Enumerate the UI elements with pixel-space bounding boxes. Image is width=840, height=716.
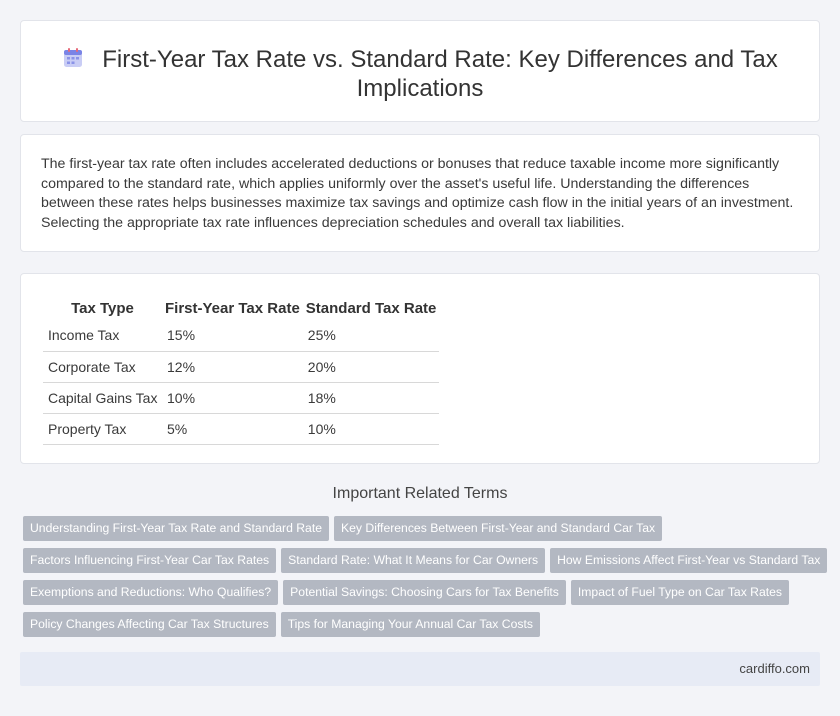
cell-tax-type: Capital Gains Tax xyxy=(43,382,162,414)
footer-site-link[interactable]: cardiffo.com xyxy=(739,661,810,676)
related-term-tag[interactable]: How Emissions Affect First-Year vs Stand… xyxy=(550,548,828,573)
footer: cardiffo.com xyxy=(20,652,820,686)
calendar-icon xyxy=(62,47,84,69)
related-term-tag[interactable]: Factors Influencing First-Year Car Tax R… xyxy=(23,548,277,573)
page-title: First-Year Tax Rate vs. Standard Rate: K… xyxy=(102,46,778,102)
cell-standard-rate: 18% xyxy=(302,382,440,414)
related-terms-list: Understanding First-Year Tax Rate and St… xyxy=(23,516,828,644)
table-row: Income Tax 15% 25% xyxy=(43,320,440,352)
cell-standard-rate: 10% xyxy=(302,413,440,445)
column-header-tax-type: Tax Type xyxy=(71,299,134,317)
related-term-tag[interactable]: Exemptions and Reductions: Who Qualifies… xyxy=(23,580,279,605)
tax-rate-table: Tax Type First-Year Tax Rate Standard Ta… xyxy=(43,296,440,445)
tag-row: Exemptions and Reductions: Who Qualifies… xyxy=(23,580,823,612)
intro-card: The first-year tax rate often includes a… xyxy=(20,134,820,252)
cell-standard-rate: 25% xyxy=(302,320,440,352)
cell-first-year-rate: 15% xyxy=(162,320,303,352)
page-title-wrap: First-Year Tax Rate vs. Standard Rate: K… xyxy=(21,45,819,103)
cell-tax-type: Property Tax xyxy=(43,413,162,445)
table-header-row: Tax Type First-Year Tax Rate Standard Ta… xyxy=(43,296,439,320)
related-term-tag[interactable]: Key Differences Between First-Year and S… xyxy=(334,516,663,541)
cell-first-year-rate: 10% xyxy=(162,382,303,414)
related-term-tag[interactable]: Understanding First-Year Tax Rate and St… xyxy=(23,516,329,541)
tag-row: Policy Changes Affecting Car Tax Structu… xyxy=(23,612,823,644)
cell-standard-rate: 20% xyxy=(302,351,440,383)
related-term-tag[interactable]: Potential Savings: Choosing Cars for Tax… xyxy=(283,580,566,605)
intro-paragraph: The first-year tax rate often includes a… xyxy=(41,156,794,231)
related-term-tag[interactable]: Tips for Managing Your Annual Car Tax Co… xyxy=(280,612,540,637)
related-term-tag[interactable]: Policy Changes Affecting Car Tax Structu… xyxy=(23,612,276,637)
cell-tax-type: Income Tax xyxy=(43,320,162,352)
column-header-standard-rate: Standard Tax Rate xyxy=(305,299,437,317)
related-terms-heading: Important Related Terms xyxy=(332,485,508,502)
table-row: Corporate Tax 12% 20% xyxy=(43,351,440,383)
table-row: Capital Gains Tax 10% 18% xyxy=(43,382,440,414)
cell-first-year-rate: 12% xyxy=(162,351,303,383)
cell-tax-type: Corporate Tax xyxy=(43,351,162,383)
tag-row: Understanding First-Year Tax Rate and St… xyxy=(23,516,823,548)
related-term-tag[interactable]: Standard Rate: What It Means for Car Own… xyxy=(281,548,546,573)
table-card: Tax Type First-Year Tax Rate Standard Ta… xyxy=(20,273,820,464)
header-card: First-Year Tax Rate vs. Standard Rate: K… xyxy=(20,20,820,122)
related-term-tag[interactable]: Impact of Fuel Type on Car Tax Rates xyxy=(570,580,790,605)
tag-row: Factors Influencing First-Year Car Tax R… xyxy=(23,548,828,580)
table-row: Property Tax 5% 10% xyxy=(43,413,440,445)
column-header-first-year-rate: First-Year Tax Rate xyxy=(165,299,300,317)
cell-first-year-rate: 5% xyxy=(162,413,303,445)
